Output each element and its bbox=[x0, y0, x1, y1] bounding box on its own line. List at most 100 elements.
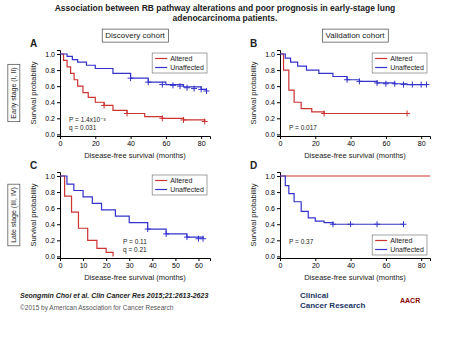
censor-mark bbox=[181, 117, 187, 123]
column-label-group: Discovery cohort bbox=[102, 29, 168, 42]
legend-swatch bbox=[155, 189, 167, 190]
axis-domain bbox=[57, 51, 61, 137]
y-tick: 0.2 bbox=[265, 237, 280, 244]
y-tick-mark bbox=[57, 192, 60, 193]
censor-mark bbox=[202, 119, 208, 125]
y-tick-label: 0.4 bbox=[265, 99, 275, 106]
x-axis-title: Disease-free survival (months) bbox=[84, 151, 186, 160]
x-tick-label: 60 bbox=[162, 140, 170, 147]
x-tick: 20 bbox=[92, 136, 100, 147]
panel: 0204060800.00.20.40.60.81.0DDisease-free… bbox=[249, 160, 431, 282]
x-tick-mark bbox=[315, 136, 316, 139]
y-tick: 0.0 bbox=[265, 131, 280, 138]
p-value-annotation-line: P = 0.017 bbox=[289, 124, 317, 131]
y-tick: 0.2 bbox=[265, 115, 280, 122]
y-tick: 0.0 bbox=[45, 131, 60, 138]
copyright: ©2015 by American Association for Cancer… bbox=[20, 304, 174, 312]
figure: Association between RB pathway alteratio… bbox=[0, 0, 450, 338]
x-tick: 60 bbox=[195, 258, 203, 269]
y-tick-mark bbox=[57, 256, 60, 257]
publisher-logo-line: AACR bbox=[400, 297, 420, 304]
x-tick-label: 20 bbox=[312, 140, 320, 147]
legend-swatch bbox=[375, 240, 387, 241]
p-value-annotation: P = 0.37 bbox=[289, 238, 314, 245]
y-tick: 0.0 bbox=[265, 253, 280, 260]
survival-curve bbox=[280, 176, 404, 224]
y-tick: 0.4 bbox=[265, 99, 280, 106]
y-tick-label: 0.0 bbox=[265, 253, 275, 260]
censor-mark bbox=[159, 82, 165, 88]
y-tick-mark bbox=[277, 118, 280, 119]
y-tick: 0.8 bbox=[265, 189, 280, 196]
y-tick-mark bbox=[57, 176, 60, 177]
y-tick: 1.0 bbox=[265, 51, 280, 58]
y-tick-mark bbox=[57, 86, 60, 87]
journal-logo-line: Cancer Research bbox=[300, 301, 365, 310]
legend-label: Altered bbox=[170, 55, 192, 62]
x-tick-mark bbox=[201, 136, 202, 139]
legend-swatch bbox=[375, 58, 387, 59]
plot-marks bbox=[60, 54, 209, 125]
row-label: Late stage (III, IV) bbox=[10, 187, 18, 243]
x-tick-label: 60 bbox=[382, 140, 390, 147]
y-tick-label: 1.0 bbox=[45, 51, 55, 58]
x-tick-mark bbox=[351, 136, 352, 139]
legend: AlteredUnaffected bbox=[372, 53, 427, 73]
y-tick-mark bbox=[277, 240, 280, 241]
censor-mark bbox=[101, 102, 107, 108]
plot-marks bbox=[60, 176, 206, 256]
y-tick-label: 1.0 bbox=[265, 173, 275, 180]
legend-swatch bbox=[155, 180, 167, 181]
censor-mark bbox=[374, 221, 380, 227]
censor-mark bbox=[191, 86, 197, 92]
y-tick: 0.8 bbox=[265, 67, 280, 74]
x-tick: 20 bbox=[312, 258, 320, 269]
x-tick: 0 bbox=[59, 258, 63, 269]
x-tick: 10 bbox=[80, 258, 88, 269]
censor-mark bbox=[401, 221, 407, 227]
y-tick: 0.8 bbox=[45, 67, 60, 74]
x-tick: 80 bbox=[198, 136, 206, 147]
y-tick-mark bbox=[277, 224, 280, 225]
x-tick: 60 bbox=[162, 136, 170, 147]
y-tick-mark bbox=[277, 176, 280, 177]
y-tick-mark bbox=[57, 134, 60, 135]
column-label-box bbox=[323, 29, 389, 42]
figure-title-line: adenocarcinoma patients. bbox=[173, 13, 278, 23]
y-tick-mark bbox=[57, 54, 60, 55]
y-axis-title: Survival probability bbox=[249, 183, 258, 246]
x-tick: 40 bbox=[127, 136, 135, 147]
y-axis: 0.0 0.2 0.4 0.6 0.8 1.0 bbox=[265, 51, 280, 139]
y-tick-label: 0.6 bbox=[265, 83, 275, 90]
x-tick: 20 bbox=[103, 258, 111, 269]
x-tick-mark bbox=[421, 258, 422, 261]
x-tick: 60 bbox=[382, 258, 390, 269]
legend-label: Altered bbox=[390, 237, 412, 244]
legend: AlteredUnaffected bbox=[372, 235, 427, 255]
legend-swatch bbox=[155, 58, 167, 59]
p-value-annotation: P = 0.11q = 0.21 bbox=[123, 238, 147, 254]
plot-marks bbox=[280, 176, 430, 227]
y-tick-mark bbox=[57, 118, 60, 119]
axis-domain bbox=[281, 137, 431, 140]
censor-mark bbox=[163, 231, 169, 237]
censor-mark bbox=[321, 110, 327, 116]
y-tick: 1.0 bbox=[265, 173, 280, 180]
survival-curve bbox=[280, 175, 430, 176]
x-tick-label: 60 bbox=[195, 262, 203, 269]
x-tick-label: 50 bbox=[172, 262, 180, 269]
x-tick-mark bbox=[351, 258, 352, 261]
censor-mark bbox=[418, 82, 424, 88]
x-axis: 020406080 bbox=[279, 258, 431, 269]
x-tick-label: 0 bbox=[279, 262, 283, 269]
plot-marks bbox=[280, 54, 429, 116]
censor-mark bbox=[198, 86, 204, 92]
axis-domain bbox=[277, 51, 281, 137]
legend-swatch bbox=[375, 67, 387, 68]
x-tick-label: 40 bbox=[347, 262, 355, 269]
panel: 0204060800.00.20.40.60.81.0BDisease-free… bbox=[249, 38, 431, 160]
x-axis-title: Disease-free survival (months) bbox=[84, 273, 186, 282]
y-tick-label: 0.6 bbox=[45, 83, 55, 90]
axis-domain bbox=[61, 259, 211, 262]
legend-box bbox=[152, 53, 207, 73]
